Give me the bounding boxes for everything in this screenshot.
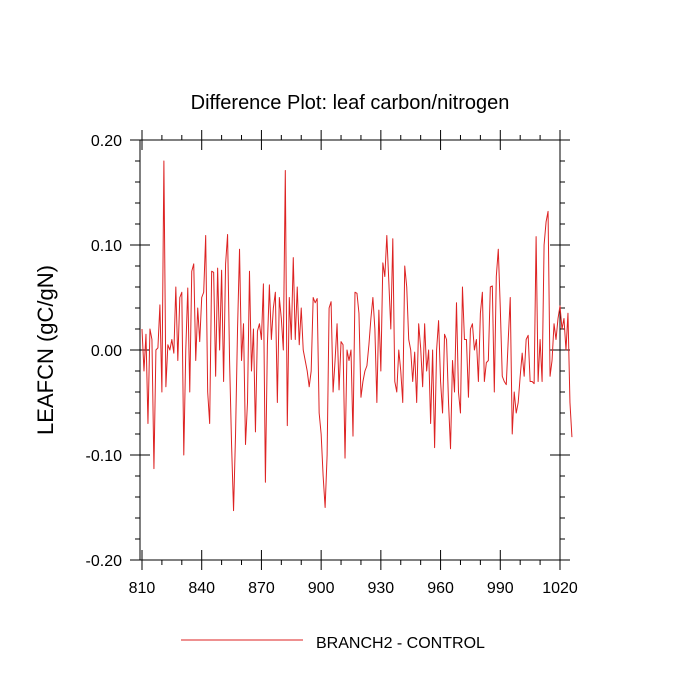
series-layer (141, 160, 573, 512)
axis-ticks (130, 130, 570, 570)
x-tick-label: 990 (487, 580, 514, 597)
x-tick-label: 840 (188, 580, 215, 597)
x-tick-label: 810 (129, 580, 156, 597)
x-tick-label: 960 (427, 580, 454, 597)
y-tick-label: -0.10 (86, 448, 123, 465)
axis-tick-labels: 810 840 870 900 930 960 990 1020 0.20 0.10 0.00 -0.… (86, 133, 578, 597)
chart-title: Difference Plot: leaf carbon/nitrogen (191, 92, 510, 114)
y-tick-label: 0.00 (91, 343, 122, 360)
legend-label-branch2-control: BRANCH2 - CONTROL (316, 635, 485, 652)
y-tick-label: 0.10 (91, 238, 122, 255)
x-tick-label: 930 (368, 580, 395, 597)
x-tick-label: 900 (308, 580, 335, 597)
y-axis-label: LEAFCN (gC/gN) (33, 265, 58, 435)
plot-frame (139, 139, 561, 561)
y-tick-label: -0.20 (86, 553, 123, 570)
series-line-branch2-control (141, 160, 573, 512)
x-tick-label: 870 (248, 580, 275, 597)
x-tick-label: 1020 (542, 580, 578, 597)
legend: BRANCH2 - CONTROL (181, 635, 485, 652)
y-tick-label: 0.20 (91, 133, 122, 150)
